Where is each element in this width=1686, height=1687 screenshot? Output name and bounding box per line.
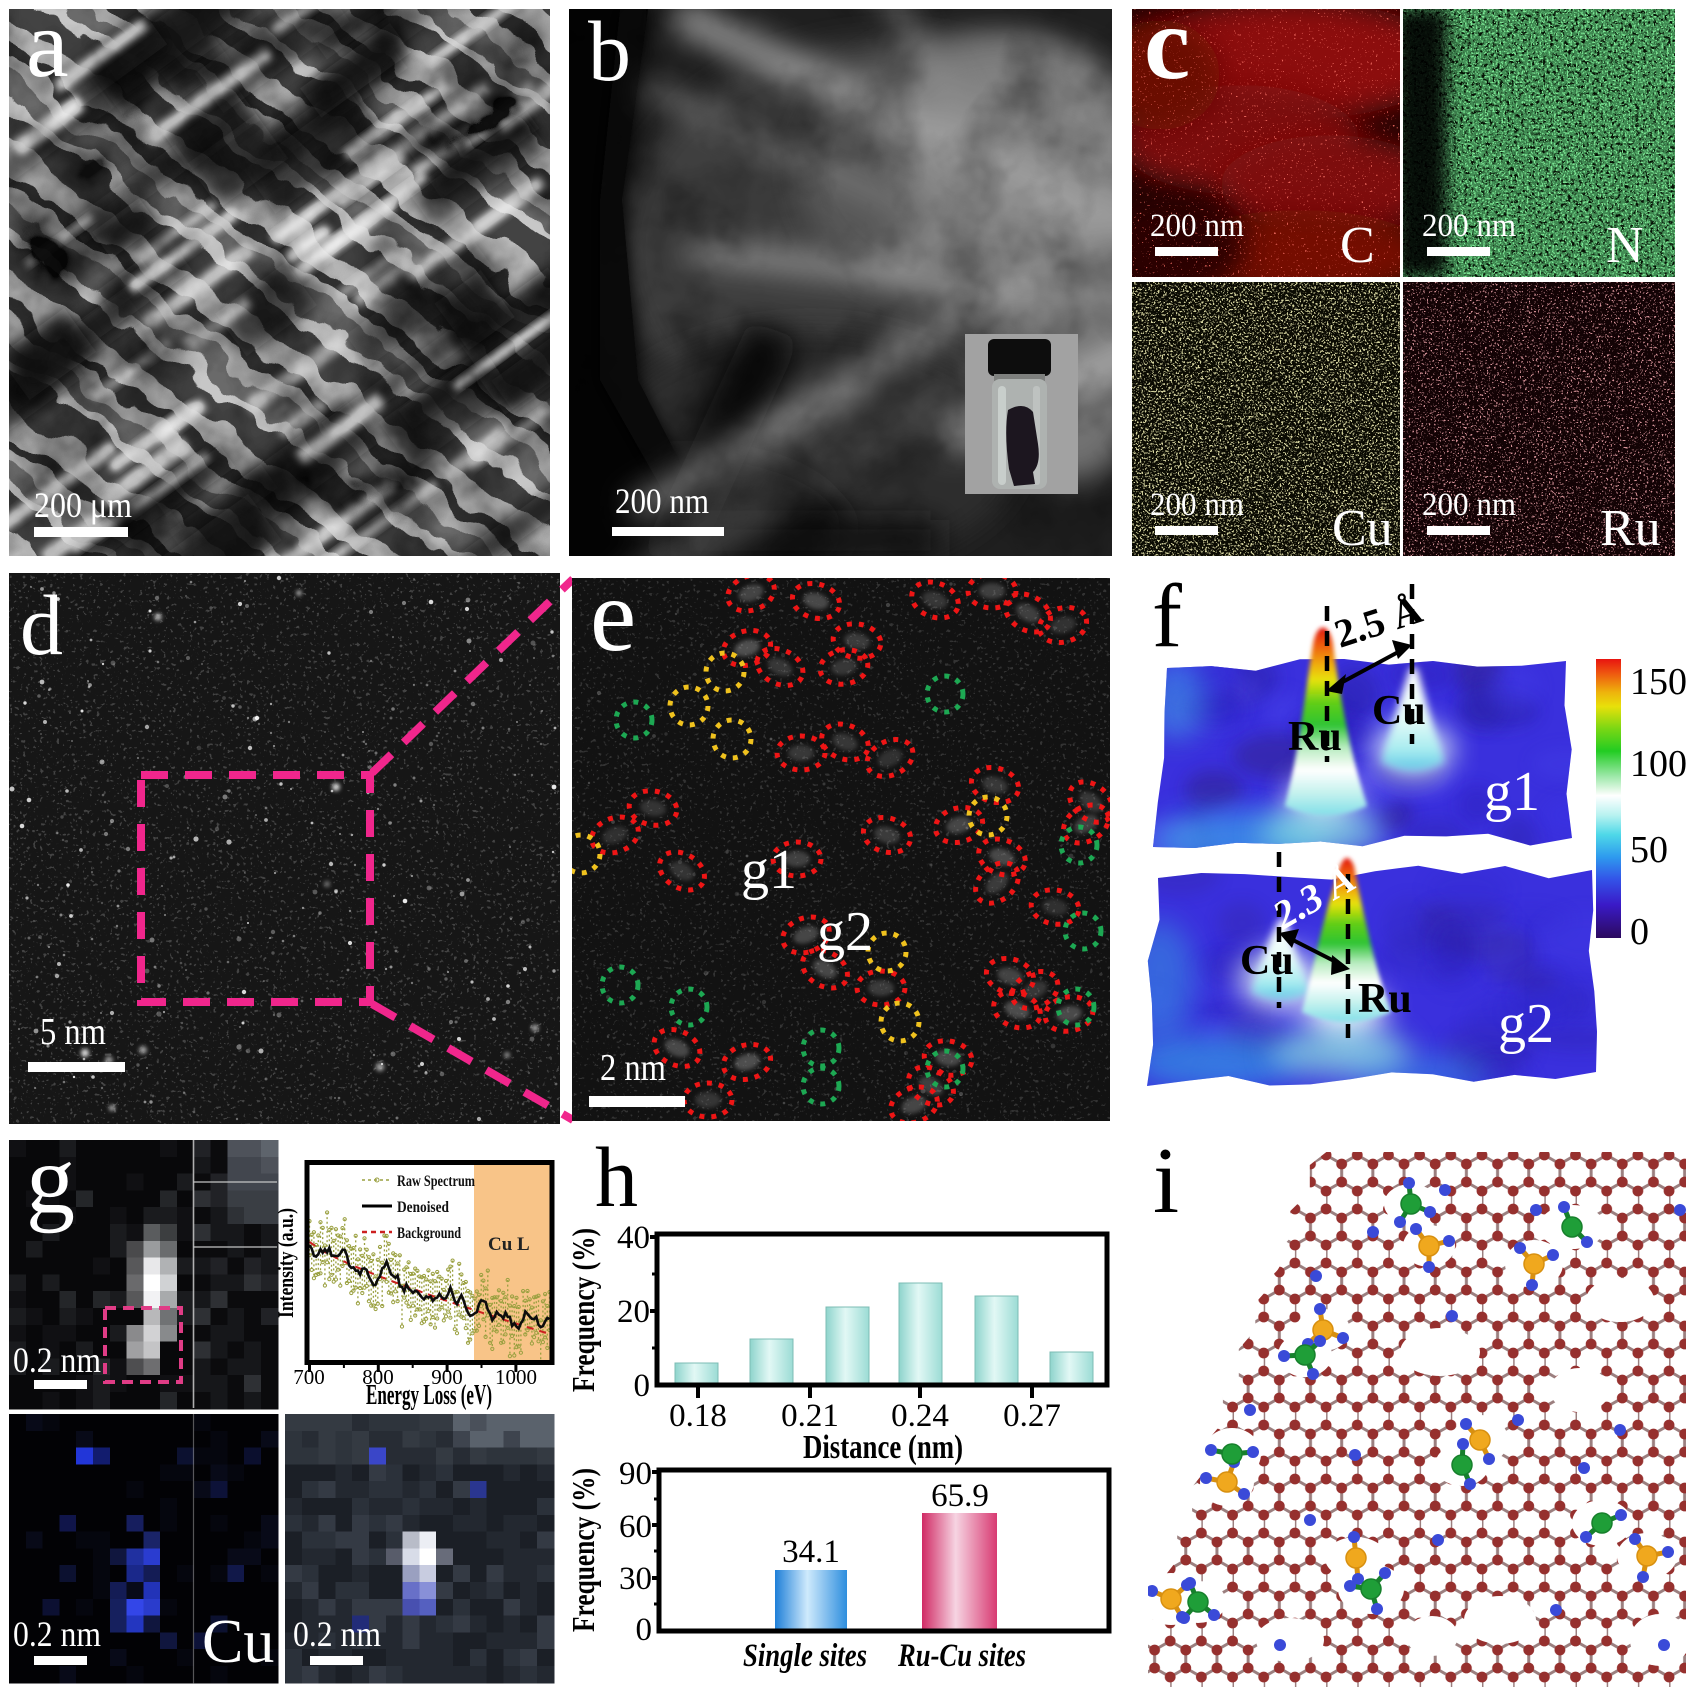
svg-text:Ru-Cu sites: Ru-Cu sites <box>897 1638 1026 1674</box>
svg-text:Cu: Cu <box>202 1608 274 1676</box>
svg-text:20: 20 <box>617 1294 650 1330</box>
svg-text:200 nm: 200 nm <box>1422 487 1516 523</box>
svg-text:g1: g1 <box>741 839 797 901</box>
svg-text:g: g <box>26 1126 75 1234</box>
svg-text:Cu: Cu <box>1332 500 1393 557</box>
svg-text:g2: g2 <box>1498 993 1554 1055</box>
svg-text:c: c <box>1144 0 1190 101</box>
svg-text:g1: g1 <box>1484 761 1540 823</box>
svg-text:100: 100 <box>1630 743 1686 785</box>
svg-text:Energy Loss (eV): Energy Loss (eV) <box>366 1380 492 1411</box>
svg-text:0.2 nm: 0.2 nm <box>13 1614 101 1654</box>
svg-text:Ru: Ru <box>1358 976 1412 1022</box>
svg-text:800: 800 <box>362 1365 394 1389</box>
svg-text:f: f <box>1152 567 1182 666</box>
svg-text:e: e <box>590 558 636 673</box>
svg-text:Frequency (%): Frequency (%) <box>565 1228 601 1392</box>
svg-text:50: 50 <box>1630 829 1668 871</box>
svg-text:Frequency (%): Frequency (%) <box>565 1468 601 1632</box>
svg-text:0.21: 0.21 <box>781 1398 839 1434</box>
svg-text:Cu: Cu <box>1240 938 1294 984</box>
svg-text:200 nm: 200 nm <box>1422 208 1516 244</box>
svg-text:700: 700 <box>293 1365 325 1389</box>
svg-text:40: 40 <box>617 1220 650 1256</box>
svg-text:N: N <box>1606 217 1644 274</box>
svg-text:200 μm: 200 μm <box>34 485 132 525</box>
svg-text:g2: g2 <box>817 901 873 963</box>
svg-text:65.9: 65.9 <box>931 1478 989 1514</box>
svg-text:b: b <box>588 3 631 99</box>
svg-text:0.27: 0.27 <box>1003 1398 1061 1434</box>
svg-text:200 nm: 200 nm <box>615 481 709 521</box>
svg-text:Ru: Ru <box>1600 500 1661 557</box>
svg-text:2 nm: 2 nm <box>600 1047 666 1089</box>
svg-text:Ru: Ru <box>1288 714 1342 760</box>
svg-text:200 nm: 200 nm <box>1150 208 1244 244</box>
svg-text:Denoised: Denoised <box>397 1199 449 1216</box>
svg-text:d: d <box>20 577 63 673</box>
svg-text:h: h <box>595 1129 638 1225</box>
svg-text:150: 150 <box>1630 661 1686 703</box>
svg-text:0.18: 0.18 <box>669 1398 727 1434</box>
svg-text:Intensity (a.u.): Intensity (a.u.) <box>273 1208 298 1318</box>
svg-text:Cu L: Cu L <box>488 1234 530 1255</box>
svg-text:90: 90 <box>619 1456 652 1492</box>
svg-text:60: 60 <box>619 1509 652 1545</box>
svg-text:0.2 nm: 0.2 nm <box>293 1614 381 1654</box>
svg-text:a: a <box>26 0 69 97</box>
svg-text:5 nm: 5 nm <box>40 1011 106 1053</box>
svg-text:Cu: Cu <box>1372 688 1426 734</box>
svg-text:30: 30 <box>619 1561 652 1597</box>
svg-text:Raw Spectrum: Raw Spectrum <box>397 1173 476 1190</box>
svg-text:Single sites: Single sites <box>743 1638 867 1674</box>
svg-text:C: C <box>1340 217 1375 274</box>
svg-text:1000: 1000 <box>495 1365 537 1389</box>
svg-text:Background: Background <box>397 1225 461 1242</box>
svg-text:0.2 nm: 0.2 nm <box>13 1340 101 1380</box>
svg-text:Distance (nm): Distance (nm) <box>803 1429 963 1466</box>
svg-text:0: 0 <box>634 1368 651 1404</box>
svg-text:900: 900 <box>431 1365 463 1389</box>
svg-text:200 nm: 200 nm <box>1150 487 1244 523</box>
svg-text:0: 0 <box>636 1612 653 1648</box>
svg-text:i: i <box>1153 1129 1179 1233</box>
svg-text:34.1: 34.1 <box>782 1534 840 1570</box>
svg-text:0: 0 <box>1630 911 1649 953</box>
svg-text:0.24: 0.24 <box>891 1398 949 1434</box>
